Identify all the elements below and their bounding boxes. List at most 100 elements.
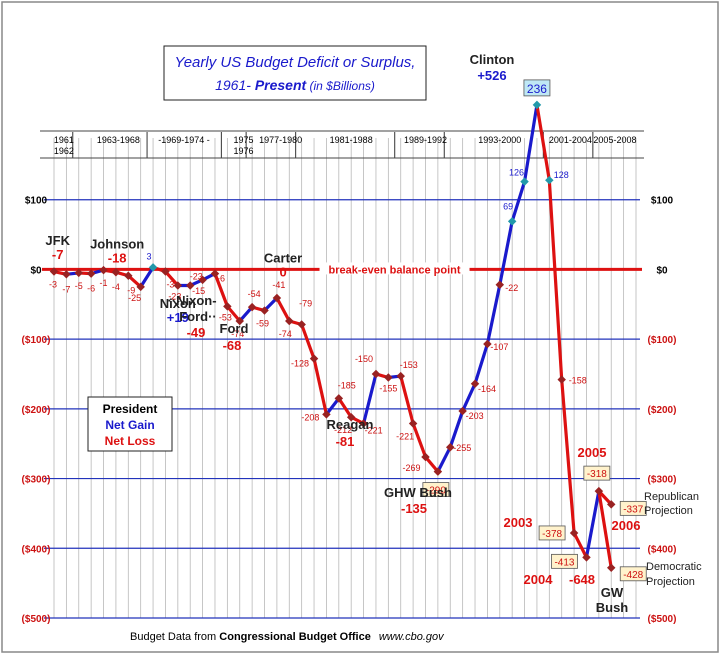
legend-loss: Net Loss bbox=[105, 434, 156, 448]
reagan-net: -81 bbox=[336, 434, 355, 449]
data-point bbox=[470, 379, 480, 389]
data-label: -212 bbox=[334, 425, 352, 435]
series-segment bbox=[473, 342, 490, 386]
data-point bbox=[582, 553, 591, 562]
series-segment bbox=[423, 455, 440, 474]
y-tick-label-right: $0 bbox=[656, 265, 668, 276]
title-box: Yearly US Budget Deficit or Surplus, 196… bbox=[163, 45, 427, 101]
ford-dots-label: Ford·· bbox=[179, 309, 217, 324]
data-point bbox=[309, 354, 319, 363]
year-2003-label: 2003 bbox=[504, 515, 533, 530]
president-name: Johnson bbox=[90, 237, 144, 252]
series-segment bbox=[547, 178, 564, 382]
data-label: -337 bbox=[623, 504, 643, 515]
nixon-ford-net: -49 bbox=[187, 325, 206, 340]
president-name: Carter bbox=[264, 250, 302, 265]
y-tick-label-left: ($200) bbox=[22, 405, 51, 416]
break-even-label: break-even balance point bbox=[329, 264, 461, 276]
data-label: -1 bbox=[100, 278, 108, 288]
year-2005-label: 2005 bbox=[578, 445, 607, 460]
data-label: -158 bbox=[569, 376, 587, 386]
y-tick-label-left: $0 bbox=[30, 265, 42, 276]
data-label: -22 bbox=[505, 283, 518, 293]
title-units: (in $Billions) bbox=[306, 79, 375, 93]
democratic-projection-2: Projection bbox=[646, 576, 695, 588]
series-segment bbox=[584, 489, 601, 559]
term-label: -1969-1974 - bbox=[158, 135, 210, 145]
chart-title-line2: 1961- Present (in $Billions) bbox=[215, 77, 375, 93]
series-segment bbox=[560, 377, 576, 535]
republican-projection-2: Projection bbox=[644, 505, 693, 517]
series-segment bbox=[522, 103, 539, 184]
data-label: -54 bbox=[248, 289, 261, 299]
data-point bbox=[285, 316, 294, 326]
data-label: 126 bbox=[509, 168, 524, 178]
term-label: 1963-1968 bbox=[97, 135, 140, 145]
term-label: 1962 bbox=[54, 146, 74, 156]
chart-title-line1: Yearly US Budget Deficit or Surplus, bbox=[175, 54, 416, 71]
series-segment bbox=[411, 421, 428, 459]
data-label: -318 bbox=[587, 469, 607, 480]
term-label: 1981-1988 bbox=[330, 135, 373, 145]
data-point bbox=[272, 293, 282, 303]
data-label: -413 bbox=[554, 557, 574, 568]
data-label-box bbox=[619, 500, 647, 516]
legend: President Net Gain Net Loss bbox=[87, 396, 173, 452]
data-label-box bbox=[551, 553, 578, 569]
data-label-box bbox=[523, 79, 551, 97]
data-point bbox=[62, 270, 71, 279]
data-point bbox=[606, 500, 616, 509]
title-present: Present bbox=[255, 77, 308, 93]
data-point bbox=[408, 419, 418, 428]
data-point bbox=[322, 410, 331, 419]
data-label: -3 bbox=[49, 280, 57, 290]
data-label: -74 bbox=[279, 329, 292, 339]
data-point bbox=[198, 275, 207, 285]
data-label: -7 bbox=[62, 284, 70, 294]
data-label: 128 bbox=[554, 170, 569, 180]
data-label: -59 bbox=[256, 319, 269, 329]
data-point bbox=[185, 281, 195, 290]
data-point bbox=[173, 281, 183, 290]
y-tick-label-left: $100 bbox=[25, 196, 48, 207]
series-segment bbox=[461, 382, 477, 413]
data-point bbox=[446, 442, 455, 452]
data-label-box bbox=[583, 465, 611, 481]
data-label-box bbox=[619, 566, 647, 582]
data-label: -155 bbox=[379, 383, 397, 393]
data-point bbox=[483, 339, 492, 349]
data-point bbox=[346, 412, 356, 422]
president-name: Nixon bbox=[160, 296, 196, 311]
data-point bbox=[161, 267, 170, 276]
title-years: 1961- bbox=[215, 77, 255, 93]
year-2006-label: 2006 bbox=[612, 518, 641, 533]
ghw-bush-net: -135 bbox=[401, 501, 427, 516]
series-segment bbox=[275, 296, 291, 323]
data-label: -3 bbox=[166, 280, 174, 290]
series-segment bbox=[213, 272, 229, 308]
president-name: JFK bbox=[45, 233, 70, 248]
democratic-projection-1: Democratic bbox=[646, 561, 702, 573]
data-label: -208 bbox=[301, 412, 319, 422]
data-label: -290 bbox=[426, 486, 446, 497]
data-labels: -3 -7 -5 -6-1 -4 -9-253-3-23-23-15-6-53-74-54… bbox=[49, 79, 647, 582]
data-point bbox=[124, 271, 133, 280]
source-prefix: Budget Data from bbox=[130, 631, 219, 643]
data-point bbox=[148, 263, 158, 272]
data-point bbox=[458, 406, 467, 416]
data-point bbox=[210, 269, 220, 278]
data-point bbox=[606, 563, 616, 573]
data-label: -74 bbox=[231, 329, 244, 339]
reagan-name: Reagan bbox=[327, 417, 374, 432]
data-point bbox=[594, 486, 604, 496]
data-points bbox=[49, 100, 616, 573]
term-label: 2001-2004 bbox=[549, 135, 592, 145]
data-label: -378 bbox=[542, 529, 562, 540]
series-segment bbox=[436, 445, 452, 474]
data-label: -6 bbox=[217, 274, 225, 284]
legend-gain: Net Gain bbox=[105, 418, 154, 432]
y-tick-label-right: ($400) bbox=[648, 544, 677, 555]
data-label: -428 bbox=[623, 570, 643, 581]
source-line: Budget Data from Congressional Budget Of… bbox=[130, 631, 445, 643]
